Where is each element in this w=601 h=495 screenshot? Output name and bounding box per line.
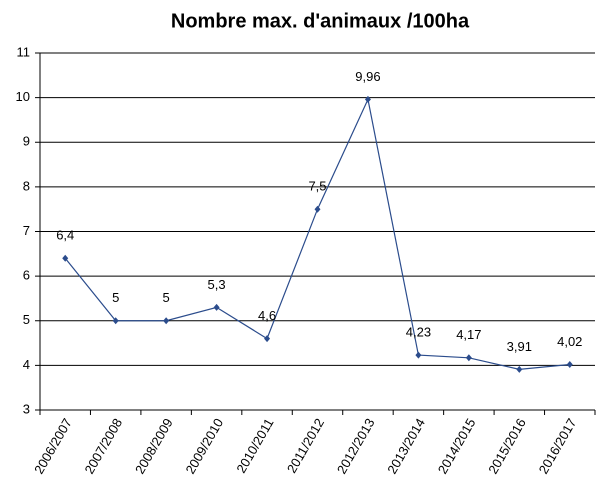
x-tick-label: 2015/2016 [485, 416, 529, 477]
y-tick-label: 11 [17, 44, 31, 59]
x-tick-label: 2006/2007 [31, 416, 75, 477]
data-label: 4,02 [557, 334, 582, 349]
y-tick-label: 5 [23, 312, 30, 327]
y-tick-label: 7 [23, 223, 30, 238]
y-tick-label: 3 [23, 401, 30, 416]
y-tick-label: 4 [23, 357, 30, 372]
data-label: 7,5 [308, 179, 326, 194]
chart-title: Nombre max. d'animaux /100ha [171, 10, 470, 32]
data-label: 5,3 [208, 277, 226, 292]
point-marker [314, 205, 321, 213]
point-marker [62, 254, 69, 262]
x-tick-label: 2012/2013 [334, 416, 378, 477]
data-label: 3,91 [507, 339, 532, 354]
x-tick-label: 2007/2008 [82, 416, 126, 477]
data-label: 9,96 [355, 69, 380, 84]
point-marker [112, 317, 119, 325]
y-tick-label: 10 [16, 89, 30, 104]
data-label: 5 [163, 290, 170, 305]
point-marker [516, 365, 523, 373]
y-tick-label: 8 [23, 178, 30, 193]
point-marker [213, 303, 220, 311]
point-marker [364, 95, 371, 103]
x-tick-label: 2011/2012 [284, 416, 327, 476]
y-tick-label: 9 [23, 134, 30, 149]
x-tick-label: 2010/2011 [233, 416, 276, 476]
data-label: 6,4 [56, 228, 74, 243]
point-marker [465, 354, 472, 362]
x-tick-label: 2013/2014 [384, 416, 428, 477]
point-marker [163, 317, 170, 325]
x-tick-label: 2009/2010 [182, 416, 226, 477]
x-tick-label: 2016/2017 [536, 416, 580, 477]
x-tick-label: 2008/2009 [132, 416, 176, 477]
point-marker [415, 351, 422, 359]
data-label: 5 [112, 290, 119, 305]
y-tick-label: 6 [23, 268, 30, 283]
point-marker [264, 335, 271, 343]
series-line [64, 97, 570, 370]
x-tick-label: 2014/2015 [435, 416, 479, 477]
data-label: 4,23 [406, 325, 431, 340]
data-label: 4,17 [456, 327, 481, 342]
data-label: 4,6 [258, 308, 276, 323]
point-marker [566, 360, 573, 368]
